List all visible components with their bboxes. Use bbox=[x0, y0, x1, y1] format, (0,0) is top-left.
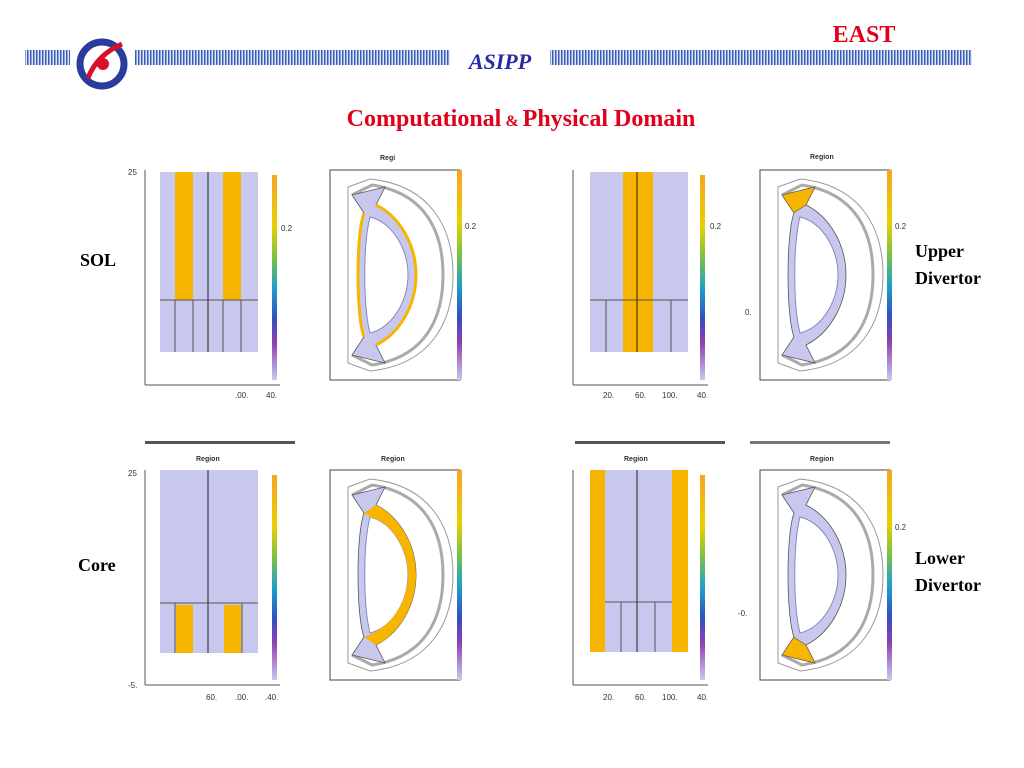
tick-label: .00. bbox=[235, 391, 248, 400]
physical-domain bbox=[758, 468, 894, 682]
tick-label: 25 bbox=[128, 469, 137, 478]
plot-title: Regi bbox=[380, 155, 395, 162]
institute: ASIPP bbox=[467, 49, 532, 74]
tick-label: 0. bbox=[745, 308, 752, 317]
stripe-bar bbox=[25, 50, 70, 65]
plot-title: Region bbox=[196, 456, 220, 463]
plot-title: Region bbox=[810, 456, 834, 463]
computational-domain bbox=[144, 169, 281, 386]
computational-domain bbox=[572, 469, 709, 686]
label-core: Core bbox=[78, 555, 116, 575]
tick-label: 60. bbox=[635, 693, 646, 702]
computational-domain bbox=[144, 469, 281, 686]
tick-label: 40. bbox=[697, 391, 708, 400]
label-sol: SOL bbox=[80, 250, 116, 270]
tick-label: 40. bbox=[266, 391, 277, 400]
colorbar-label: 0.2 bbox=[895, 523, 907, 532]
tick-label: .40. bbox=[265, 693, 278, 702]
tick-label: -0. bbox=[738, 609, 747, 618]
colorbar-label: 0.2 bbox=[710, 222, 722, 231]
label-lower: Divertor bbox=[915, 575, 981, 595]
physical-domain bbox=[328, 468, 464, 682]
tick-label: .00. bbox=[235, 693, 248, 702]
plot-title: Region bbox=[381, 456, 405, 463]
colorbar-label: 0.2 bbox=[281, 224, 293, 233]
plot-title: Region bbox=[624, 456, 648, 463]
physical-domain bbox=[328, 168, 464, 382]
computational-domain bbox=[572, 169, 709, 386]
colorbar-label: 0.2 bbox=[465, 222, 477, 231]
title-part: Physical Domain bbox=[523, 106, 696, 132]
tick-label: 25 bbox=[128, 168, 137, 177]
tick-label: 40. bbox=[697, 693, 708, 702]
colorbar-label: 0.2 bbox=[895, 222, 907, 231]
stripe-bar bbox=[135, 50, 972, 65]
tick-label: 60. bbox=[635, 391, 646, 400]
tick-label: -5. bbox=[128, 681, 137, 690]
title-amp: & bbox=[505, 113, 518, 130]
tick-label: 60. bbox=[206, 693, 217, 702]
slide-title: Computational & Physical Domain bbox=[347, 106, 696, 132]
label-lower: Lower bbox=[915, 548, 965, 568]
tick-label: 100. bbox=[662, 391, 678, 400]
brand: EAST bbox=[833, 22, 896, 48]
physical-domain bbox=[758, 168, 894, 382]
label-upper: Upper bbox=[915, 241, 964, 261]
plot-title: Region bbox=[810, 154, 834, 161]
label-upper: Divertor bbox=[915, 268, 981, 288]
logo bbox=[76, 38, 128, 90]
tick-label: 100. bbox=[662, 693, 678, 702]
tick-label: 20. bbox=[603, 391, 614, 400]
title-part: Computational bbox=[347, 106, 502, 132]
tick-label: 20. bbox=[603, 693, 614, 702]
